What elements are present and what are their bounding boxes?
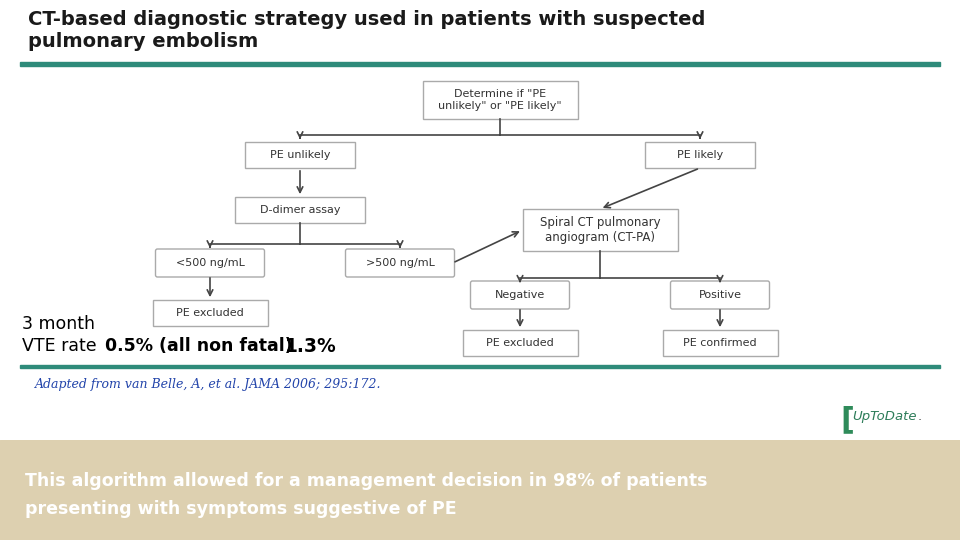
FancyBboxPatch shape — [346, 249, 454, 277]
Text: PE confirmed: PE confirmed — [684, 338, 756, 348]
Bar — [245, 142, 355, 168]
Text: CT-based diagnostic strategy used in patients with suspected: CT-based diagnostic strategy used in pat… — [28, 10, 706, 29]
Text: PE likely: PE likely — [677, 150, 723, 160]
Bar — [422, 81, 578, 119]
Bar — [153, 300, 268, 326]
Text: Spiral CT pulmonary
angiogram (CT-PA): Spiral CT pulmonary angiogram (CT-PA) — [540, 216, 660, 244]
Text: 0.5% (all non fatal): 0.5% (all non fatal) — [105, 337, 293, 355]
Bar — [522, 209, 678, 251]
Bar — [20, 365, 940, 368]
Text: [: [ — [840, 405, 854, 434]
Text: >500 ng/mL: >500 ng/mL — [366, 258, 435, 268]
Text: PE unlikely: PE unlikely — [270, 150, 330, 160]
FancyBboxPatch shape — [156, 249, 265, 277]
Text: UpToDate: UpToDate — [852, 410, 917, 423]
Bar — [20, 62, 940, 66]
Text: .: . — [918, 410, 923, 423]
Text: 1.3%: 1.3% — [285, 337, 337, 356]
Bar — [235, 197, 365, 223]
Text: This algorithm allowed for a management decision in 98% of patients: This algorithm allowed for a management … — [25, 472, 708, 490]
Text: VTE rate: VTE rate — [22, 337, 97, 355]
Text: Adapted from van Belle, A, et al. JAMA 2006; 295:172.: Adapted from van Belle, A, et al. JAMA 2… — [35, 378, 381, 391]
Text: <500 ng/mL: <500 ng/mL — [176, 258, 245, 268]
Bar — [463, 330, 578, 356]
Text: Determine if "PE
unlikely" or "PE likely": Determine if "PE unlikely" or "PE likely… — [438, 89, 562, 111]
Text: presenting with symptoms suggestive of PE: presenting with symptoms suggestive of P… — [25, 500, 457, 518]
Text: Negative: Negative — [494, 290, 545, 300]
Text: PE excluded: PE excluded — [176, 308, 244, 318]
Text: PE excluded: PE excluded — [486, 338, 554, 348]
Bar — [645, 142, 755, 168]
Text: Positive: Positive — [699, 290, 741, 300]
FancyBboxPatch shape — [670, 281, 770, 309]
Text: D-dimer assay: D-dimer assay — [260, 205, 340, 215]
Bar — [662, 330, 778, 356]
Text: pulmonary embolism: pulmonary embolism — [28, 32, 258, 51]
FancyBboxPatch shape — [470, 281, 569, 309]
Text: 3 month: 3 month — [22, 315, 95, 333]
